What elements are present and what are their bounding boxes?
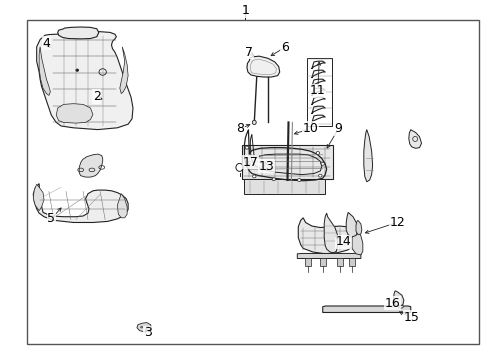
Polygon shape [120, 47, 128, 94]
Text: 15: 15 [403, 311, 419, 324]
Polygon shape [348, 258, 354, 266]
Polygon shape [355, 220, 361, 235]
Text: 8: 8 [236, 122, 244, 135]
Polygon shape [246, 56, 279, 77]
Text: 14: 14 [335, 235, 350, 248]
Text: 7: 7 [245, 46, 253, 59]
Ellipse shape [244, 146, 248, 149]
Polygon shape [244, 179, 325, 194]
Text: 11: 11 [309, 84, 325, 97]
Polygon shape [346, 212, 357, 237]
Polygon shape [336, 258, 342, 266]
Ellipse shape [76, 69, 79, 72]
Text: 2: 2 [93, 90, 101, 103]
Polygon shape [322, 306, 410, 312]
Polygon shape [408, 130, 421, 148]
Ellipse shape [320, 162, 324, 165]
Ellipse shape [398, 305, 403, 308]
Polygon shape [319, 258, 325, 266]
Polygon shape [242, 145, 332, 179]
Text: 13: 13 [258, 160, 274, 173]
Text: 1: 1 [241, 4, 249, 17]
Ellipse shape [252, 120, 256, 125]
Polygon shape [351, 227, 362, 255]
Ellipse shape [315, 152, 319, 154]
Ellipse shape [318, 174, 321, 177]
Text: 10: 10 [302, 122, 318, 135]
Polygon shape [137, 323, 151, 332]
Text: 1: 1 [241, 4, 249, 17]
Text: 4: 4 [42, 37, 50, 50]
Polygon shape [79, 154, 102, 177]
Ellipse shape [297, 179, 301, 181]
Ellipse shape [271, 178, 275, 181]
Polygon shape [33, 184, 128, 222]
Polygon shape [297, 253, 360, 258]
Polygon shape [298, 218, 356, 254]
Polygon shape [33, 184, 44, 211]
Polygon shape [393, 291, 403, 306]
Text: 5: 5 [47, 212, 55, 225]
Polygon shape [305, 258, 310, 266]
Polygon shape [56, 104, 93, 123]
Ellipse shape [141, 327, 142, 328]
Ellipse shape [146, 327, 148, 328]
Text: 12: 12 [388, 216, 404, 229]
Polygon shape [39, 47, 50, 95]
Polygon shape [37, 32, 133, 130]
Text: 6: 6 [280, 41, 288, 54]
Text: 9: 9 [334, 122, 342, 135]
Text: 3: 3 [143, 327, 151, 339]
Text: 17: 17 [242, 156, 258, 168]
Text: 16: 16 [384, 297, 399, 310]
Polygon shape [324, 213, 337, 253]
Polygon shape [58, 27, 99, 39]
Ellipse shape [252, 175, 256, 178]
Polygon shape [117, 194, 127, 218]
Polygon shape [363, 130, 372, 182]
